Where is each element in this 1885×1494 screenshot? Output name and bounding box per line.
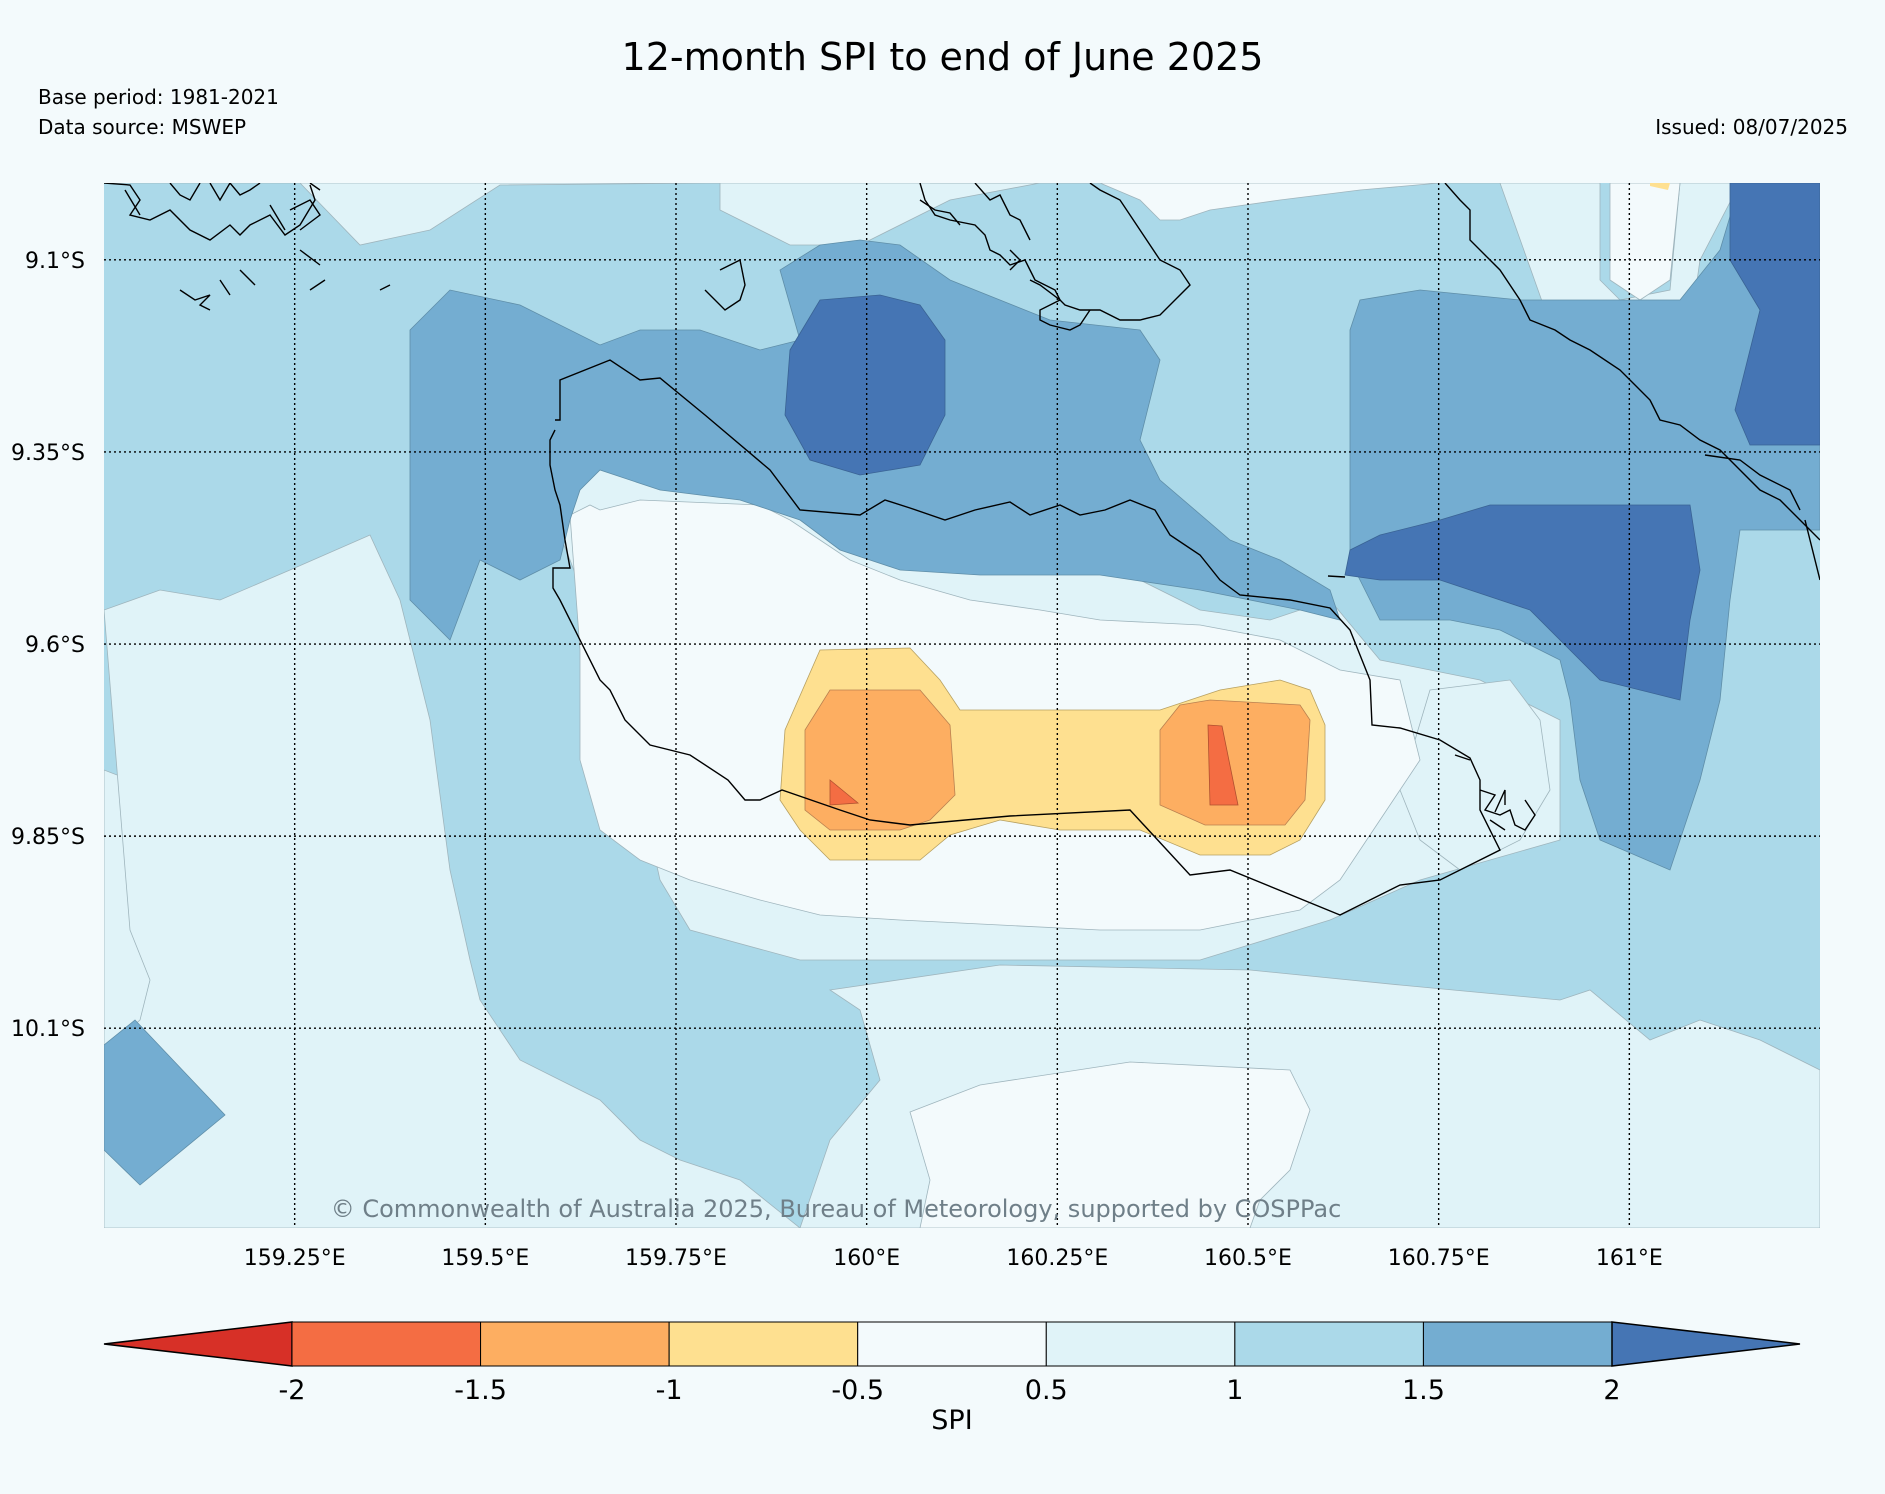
colorbar-tick-label: -1	[656, 1375, 683, 1406]
lon-tick-label: 159.5°E	[441, 1246, 529, 1271]
colorbar-tick-label: 2	[1603, 1375, 1620, 1406]
spi-band-minus-1.5-to-minus-1	[804, 689, 956, 831]
lon-tick-label: 159.25°E	[244, 1246, 346, 1271]
lon-tick-label: 160.5°E	[1204, 1246, 1292, 1271]
colorbar-segment	[857, 1321, 1047, 1367]
lon-tick-label: 160.25°E	[1006, 1246, 1108, 1271]
spi-band-0.5-to-1	[1399, 679, 1551, 871]
spi-band-1.5-to-2	[104, 1019, 226, 1186]
lat-tick-label: 9.35°S	[11, 441, 85, 466]
colorbar-segment	[480, 1321, 670, 1367]
spi-band-minus-2-to-minus-1.5	[829, 779, 860, 806]
lon-tick-label: 159.75°E	[625, 1246, 727, 1271]
spi-band-gt-2	[784, 294, 946, 476]
longitude-labels: 159.25°E 159.5°E 159.75°E 160°E 160.25°E 160.…	[244, 1246, 1663, 1271]
spi-band-gt-2	[1729, 183, 1820, 446]
map-title: 12-month SPI to end of June 2025	[621, 35, 1264, 79]
colorbar-segment	[1045, 1321, 1236, 1367]
spi-band-neutral	[909, 1061, 1311, 1228]
issued-date-text: Issued: 08/07/2025	[1655, 115, 1848, 139]
lon-tick-label: 160.75°E	[1388, 1246, 1490, 1271]
colorbar-label: SPI	[931, 1405, 972, 1436]
spi-band-neutral	[1609, 183, 1681, 301]
lat-tick-label: 9.85°S	[11, 825, 85, 850]
colorbar-segment	[668, 1321, 859, 1367]
lat-tick-label: 10.1°S	[11, 1017, 85, 1042]
colorbar-extend-low	[103, 1321, 293, 1367]
colorbar-tick-label: 1	[1226, 1375, 1243, 1406]
colorbar-tick-label: 1.5	[1402, 1375, 1445, 1406]
spi-band-minus-2-to-minus-1.5	[1207, 724, 1239, 806]
copyright-notice: © Commonwealth of Australia 2025, Bureau…	[331, 1195, 1342, 1223]
lat-tick-label: 9.1°S	[25, 249, 85, 274]
colorbar-tick-label: 0.5	[1025, 1375, 1068, 1406]
lat-tick-label: 9.6°S	[25, 633, 85, 658]
lon-tick-label: 160°E	[833, 1246, 900, 1271]
colorbar-segment	[1422, 1321, 1613, 1367]
colorbar-tick-label: -2	[279, 1375, 306, 1406]
colorbar-segment	[291, 1321, 482, 1367]
latitude-labels: 9.1°S 9.35°S 9.6°S 9.85°S 10.1°S	[11, 249, 85, 1042]
colorbar-tick-label: -0.5	[831, 1375, 884, 1406]
spi-band-minus-1.5-to-minus-1	[1159, 699, 1311, 826]
spi-band-gt-2	[1344, 504, 1701, 701]
spi-colorbar: -2 -1.5 -1 -0.5 0.5 1 1.5 2	[103, 1321, 1801, 1406]
colorbar-extend-high	[1611, 1321, 1801, 1367]
coastline	[104, 183, 1820, 916]
data-source-text: Data source: MSWEP	[38, 115, 247, 139]
graticule	[104, 183, 1820, 1228]
colorbar-segment	[1234, 1321, 1424, 1367]
spi-band-0.5-to-1	[104, 183, 1600, 246]
spi-band-minus-1-to-minus-0.5	[1650, 183, 1670, 190]
spi-band-neutral	[930, 183, 1441, 221]
lon-tick-label: 161°E	[1596, 1246, 1663, 1271]
spi-contour-map[interactable]: © Commonwealth of Australia 2025, Bureau…	[104, 183, 1820, 1228]
colorbar-tick-label: -1.5	[454, 1375, 507, 1406]
base-period-text: Base period: 1981-2021	[38, 85, 279, 109]
